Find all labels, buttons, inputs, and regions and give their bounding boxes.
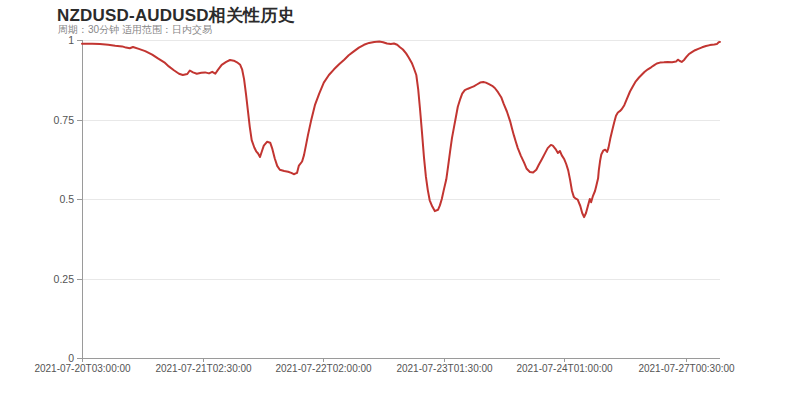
correlation-line <box>82 42 720 218</box>
y-axis-label: 0.5 <box>59 193 74 205</box>
x-axis-label: 2021-07-24T01:00:00 <box>516 363 613 374</box>
x-axis-label: 2021-07-23T01:30:00 <box>396 363 493 374</box>
x-axis-label: 2021-07-21T02:30:00 <box>155 363 252 374</box>
y-axis-label: 0.75 <box>54 114 75 126</box>
correlation-chart-widget: NZDUSD-AUDUSD相关性历史 周期：30分钟 适用范围：日内交易 00.… <box>0 0 800 400</box>
y-axis-label: 0.25 <box>54 273 75 285</box>
chart-canvas[interactable]: 00.250.50.7512021-07-20T03:00:002021-07-… <box>0 0 800 400</box>
x-axis-label: 2021-07-22T02:00:00 <box>275 363 372 374</box>
x-axis-label: 2021-07-27T00:30:00 <box>638 363 735 374</box>
x-axis-label: 2021-07-20T03:00:00 <box>34 363 131 374</box>
y-axis-label: 1 <box>68 34 74 46</box>
